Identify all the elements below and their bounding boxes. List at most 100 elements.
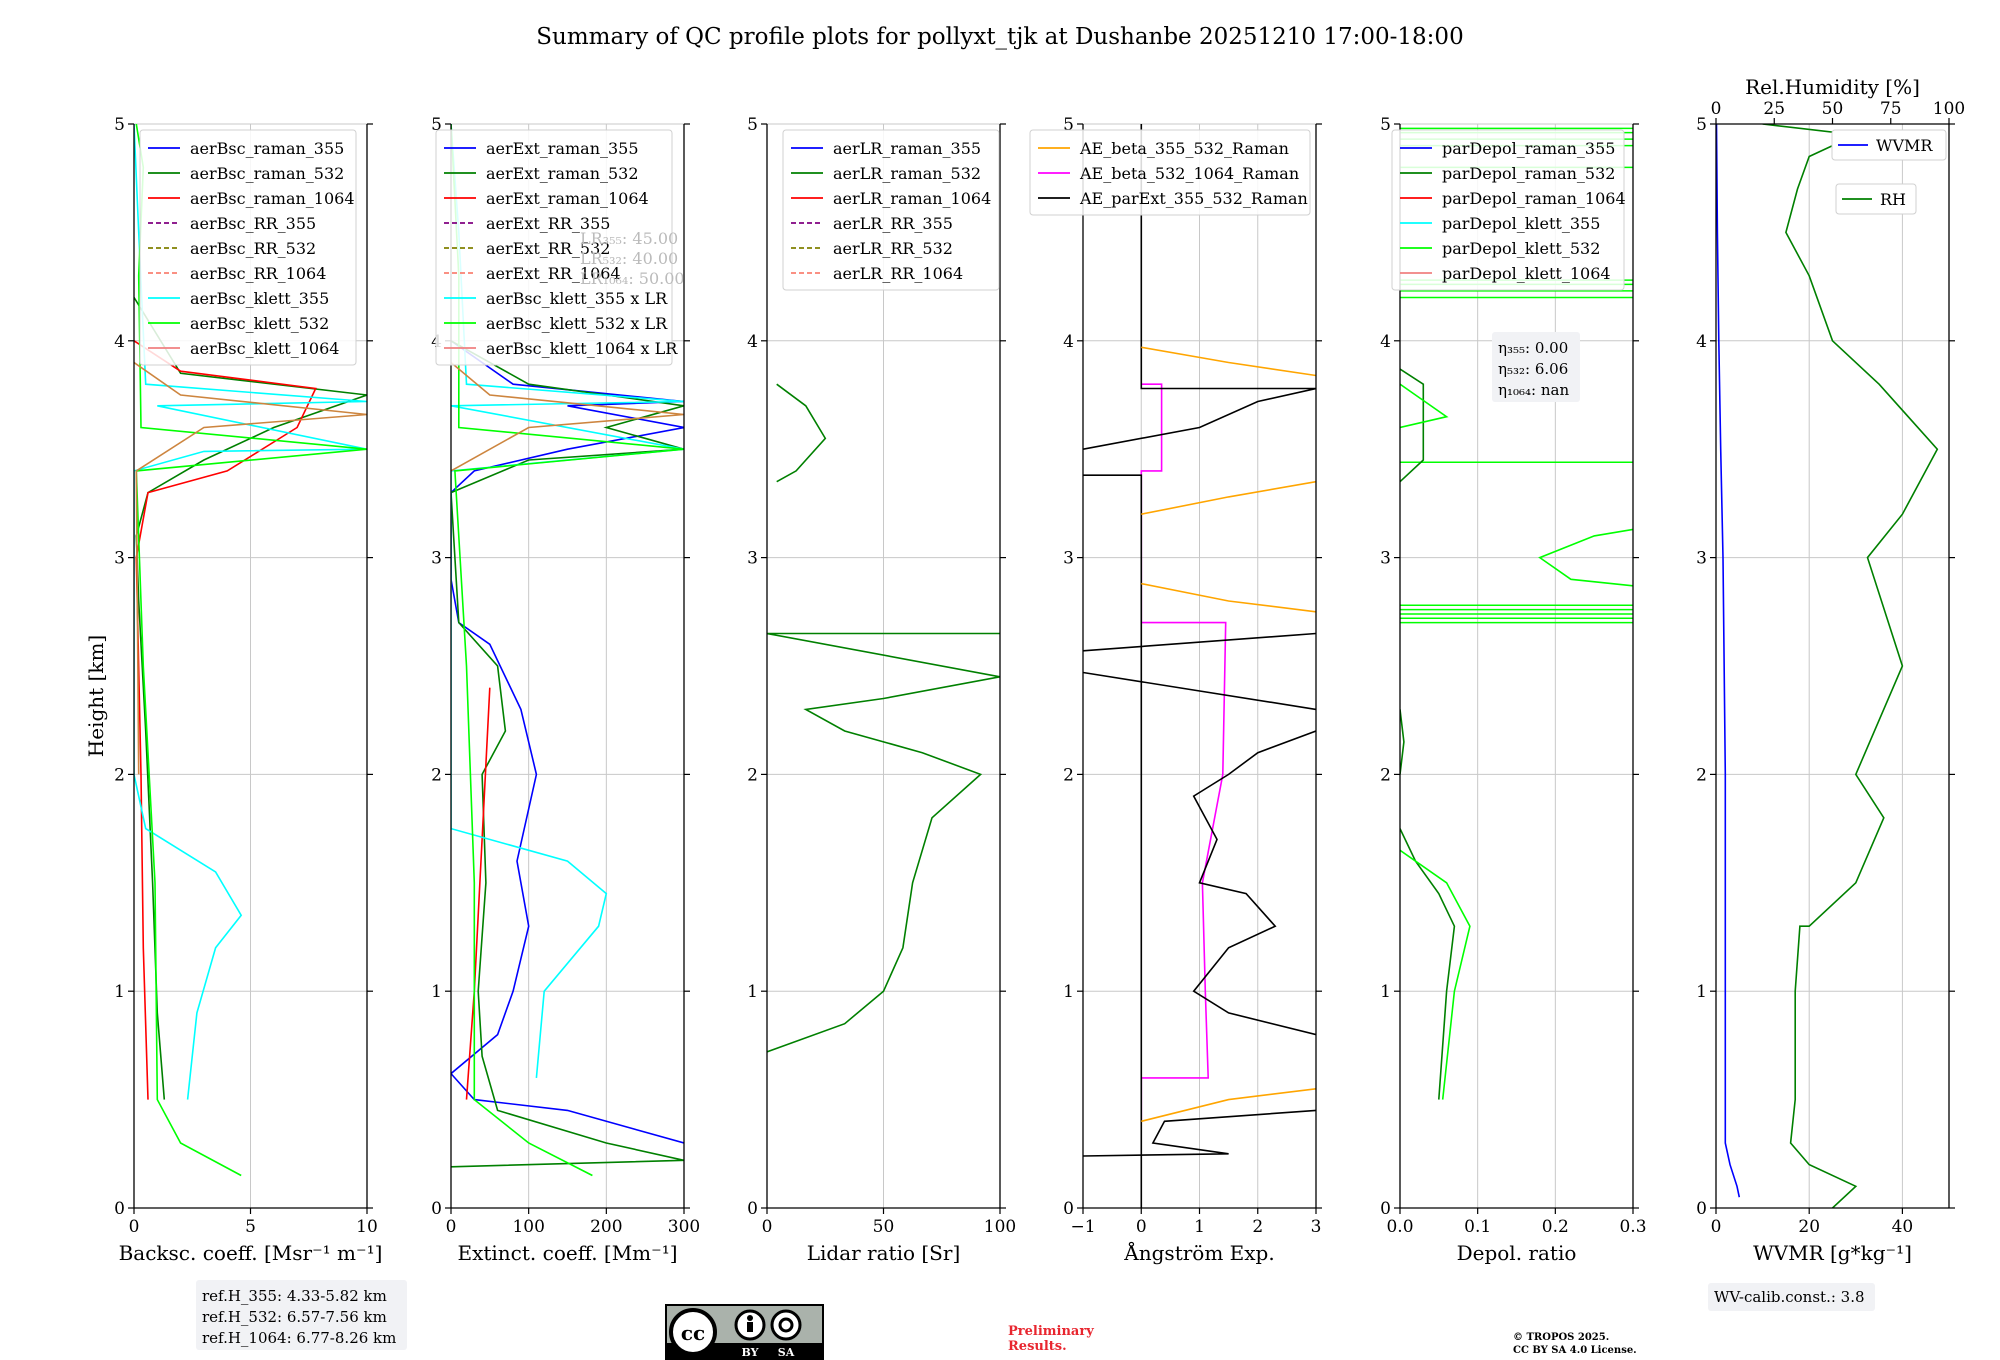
y-tick-label: 2 — [1696, 765, 1707, 785]
x-tick-label: 0 — [1711, 1217, 1722, 1237]
x-tick-label: 200 — [590, 1217, 622, 1237]
legend: aerBsc_raman_355 aerBsc_raman_532 aerBsc_r… — [139, 129, 357, 366]
legend-label: aerBsc_RR_355 — [190, 214, 316, 233]
legend-label: WVMR — [1876, 136, 1933, 155]
lr-label-355: LR₃₅₅: 45.00 — [580, 229, 678, 248]
series-line-AE_beta_355_532_Raman — [1141, 346, 1316, 377]
legend-label: parDepol_klett_355 — [1442, 214, 1600, 233]
legend-label: aerExt_RR_532 — [486, 239, 610, 258]
legend: WVMR RH — [1831, 129, 1947, 215]
x-tick-label: 0 — [129, 1217, 140, 1237]
y-tick-label: 5 — [1696, 115, 1707, 135]
y-tick-label: 0 — [747, 1199, 758, 1219]
legend-label: aerExt_raman_532 — [486, 164, 639, 183]
legend-label: AE_beta_355_532_Raman — [1079, 139, 1289, 158]
y-tick-label: 2 — [747, 765, 758, 785]
series-line-aerBsc_klett_355 — [134, 124, 367, 1100]
legend-box — [1029, 129, 1311, 216]
legend-label: parDepol_raman_1064 — [1442, 189, 1626, 208]
panel-depolarization: 0.0 0.1 0.2 0.3 0 1 2 3 4 5 Depol. ratio parDepol_r… — [1380, 115, 1646, 1265]
legend-label: AE_beta_532_1064_Raman — [1079, 164, 1299, 183]
x-axis-label: Lidar ratio [Sr] — [807, 1241, 961, 1265]
copyright-line-2: CC BY SA 4.0 License. — [1513, 1345, 1637, 1356]
series-line-parDepol_klett_532 — [1538, 528, 1633, 587]
legend: aerLR_raman_355 aerLR_raman_532 aerLR_rama… — [782, 129, 1000, 291]
series-line-AE_beta_355_532_Raman — [1141, 480, 1316, 515]
legend-label: aerBsc_RR_1064 — [190, 264, 326, 283]
wv-calib-text: WV-calib.const.: 3.8 — [1714, 1288, 1865, 1306]
y-tick-label: 3 — [1063, 549, 1074, 569]
lr-label-532: LR₅₃₂: 40.00 — [580, 249, 678, 268]
legend-box — [435, 129, 673, 366]
cc-by-sa-badge: cc BY SA — [665, 1304, 824, 1360]
series-layer — [767, 383, 1000, 1053]
eta-532: η₅₃₂: 6.06 — [1498, 360, 1568, 378]
y-tick-label: 1 — [1696, 982, 1707, 1002]
y-tick-label: 2 — [1380, 765, 1391, 785]
panel-extinction: 0100200300012345Extinct. coeff. [Mm⁻¹]ae… — [431, 115, 700, 1265]
legend: parDepol_raman_355 parDepol_raman_532 parD… — [1391, 129, 1626, 291]
ref-height-355: ref.H_355: 4.33-5.82 km — [202, 1287, 387, 1305]
legend-box — [1835, 183, 1917, 215]
cc-logo-text: cc — [681, 1321, 705, 1345]
legend-label: aerBsc_klett_355 — [190, 289, 329, 308]
x-tick-label: 10 — [356, 1217, 378, 1237]
top-tick-label: 75 — [1880, 99, 1902, 119]
series-line-aerBsc_raman_1064 — [134, 340, 317, 1100]
legend-label: aerBsc_klett_532 x LR — [486, 314, 668, 333]
series-line-AE_parExt_355_532_Raman — [1083, 474, 1143, 1208]
y-tick-label: 4 — [1696, 332, 1707, 352]
series-line-aerBsc_klett_1064 x LR — [451, 361, 684, 472]
legend-label: parDepol_klett_1064 — [1442, 264, 1611, 283]
y-tick-label: 3 — [1380, 549, 1391, 569]
eta-box: η₃₅₅: 0.00 η₅₃₂: 6.06 η₁₀₆₄: nan — [1492, 332, 1580, 402]
series-line-aerExt_raman_355 — [451, 340, 684, 1144]
legend-label: aerBsc_raman_532 — [190, 164, 344, 183]
legend-label: aerExt_raman_1064 — [486, 189, 649, 208]
top-tick-label: 25 — [1763, 99, 1785, 119]
legend-label: aerLR_raman_355 — [833, 139, 981, 158]
series-line-AE_parExt_355_532_Raman — [1192, 730, 1316, 1036]
y-tick-label: 0 — [1380, 1199, 1391, 1219]
x-axis-label: Extinct. coeff. [Mm⁻¹] — [457, 1241, 677, 1265]
legend-box — [782, 129, 1000, 291]
series-line-aerBsc_klett_355 x LR — [451, 124, 684, 1078]
series-line-aerExt_raman_532 — [451, 340, 684, 1168]
badge-by-label: BY — [742, 1346, 759, 1359]
top-tick-label: 50 — [1822, 99, 1844, 119]
y-tick-label: 1 — [747, 982, 758, 1002]
y-tick-label: 1 — [431, 982, 442, 1002]
y-tick-label: 5 — [114, 115, 125, 135]
x-tick-label: 0 — [446, 1217, 457, 1237]
x-tick-label: 0.2 — [1542, 1217, 1569, 1237]
legend-label: AE_parExt_355_532_Raman — [1079, 189, 1308, 208]
lr-label-1064: LR₁₀₆₄: 50.00 — [580, 269, 685, 288]
series-line-WVMR — [1716, 124, 1741, 1198]
legend: aerExt_raman_355 aerExt_raman_532 aerExt_r… — [435, 129, 678, 366]
x-tick-label: 100 — [512, 1217, 544, 1237]
x-tick-label: 5 — [245, 1217, 256, 1237]
y-tick-label: 4 — [1380, 332, 1391, 352]
y-tick-label: 1 — [114, 982, 125, 1002]
legend-label: aerBsc_klett_1064 — [190, 339, 339, 358]
preliminary-label: Preliminary — [1008, 1324, 1094, 1339]
badge-sa-label: SA — [778, 1346, 795, 1359]
y-tick-label: 5 — [1380, 115, 1391, 135]
legend-label: aerLR_RR_532 — [833, 239, 953, 258]
x-tick-label: 0.0 — [1386, 1217, 1413, 1237]
top-tick-label: 100 — [1933, 99, 1965, 119]
ref-heights-background — [196, 1280, 407, 1350]
cc-logo-icon — [669, 1308, 717, 1356]
y-tick-label: 3 — [1696, 549, 1707, 569]
legend-label: aerBsc_klett_532 — [190, 314, 329, 333]
y-tick-label: 0 — [1696, 1199, 1707, 1219]
x-tick-label: 0.1 — [1464, 1217, 1491, 1237]
series-line-aerLR_raman_532 — [776, 383, 827, 483]
legend-label: aerBsc_raman_355 — [190, 139, 344, 158]
legend-label: aerBsc_raman_1064 — [190, 189, 355, 208]
series-line-AE_parExt_355_532_Raman — [1083, 124, 1316, 450]
legend-label: aerLR_RR_1064 — [833, 264, 963, 283]
ref-height-1064: ref.H_1064: 6.77-8.26 km — [202, 1329, 396, 1347]
